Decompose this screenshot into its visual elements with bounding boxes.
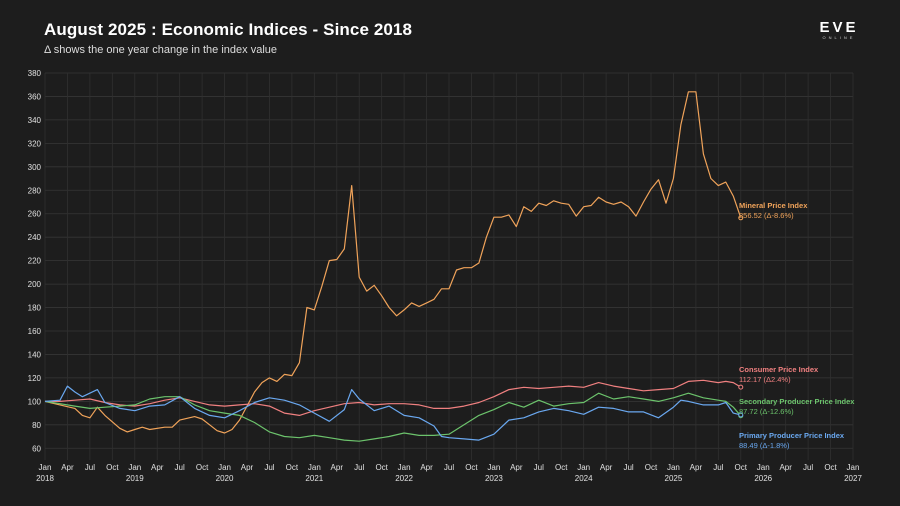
x-axis: Jan 2018 Apr Jul Oct Jan 2019 Apr Jul Oct Jan 2020 A… (36, 463, 862, 483)
x-tick-year: 2026 (754, 474, 772, 483)
x-tick-label: Jul (85, 463, 95, 472)
x-tick-label: Apr (779, 463, 792, 472)
x-tick-label: Jan (308, 463, 321, 472)
x-tick-label: Apr (690, 463, 703, 472)
x-tick-label: Jul (264, 463, 274, 472)
x-tick-year: 2023 (485, 474, 503, 483)
x-tick-label: Jan (577, 463, 590, 472)
logo-main-text: EVE (819, 19, 859, 36)
series-line-secondary-producer-price-index (44, 392, 742, 442)
series-endpoint-mineral-price-index (738, 215, 744, 221)
x-tick-year: 2027 (844, 474, 862, 483)
y-tick-label: 60 (32, 444, 41, 453)
series-value-consumer-price-index: 112.17 (Δ2.4%) (739, 375, 791, 384)
x-tick-label: Jul (534, 463, 544, 472)
x-tick-label: Jul (623, 463, 633, 472)
y-tick-label: 80 (32, 421, 41, 430)
y-axis: 60 80 100 120 140 160 180 200 220 240 260 280 300 320… (28, 69, 42, 453)
x-tick-year: 2025 (665, 474, 683, 483)
x-tick-label: Oct (645, 463, 658, 472)
eve-online-logo: EVE ONLINE (812, 20, 866, 41)
x-tick-year: 2021 (305, 474, 323, 483)
chart-title: August 2025 : Economic Indices - Since 2… (44, 20, 413, 39)
chart-subtitle: Δ shows the one year change in the index… (44, 44, 278, 56)
grid (44, 72, 854, 460)
x-tick-year: 2024 (575, 474, 593, 483)
y-tick-label: 100 (28, 397, 42, 406)
series-label-secondary-producer-price-index: Secondary Producer Price Index (739, 397, 855, 406)
x-tick-label: Oct (196, 463, 209, 472)
y-tick-label: 320 (28, 139, 42, 148)
series-label-primary-producer-price-index: Primary Producer Price Index (739, 431, 845, 440)
x-tick-label: Jan (218, 463, 231, 472)
series-line-mineral-price-index (44, 91, 742, 434)
series-line-consumer-price-index (45, 379, 742, 416)
x-tick-label: Jan (398, 463, 411, 472)
x-tick-label: Oct (465, 463, 478, 472)
x-tick-label: Jan (757, 463, 770, 472)
x-tick-year: 2018 (36, 474, 54, 483)
y-tick-label: 280 (28, 186, 42, 195)
series-line-primary-producer-price-index (44, 385, 741, 441)
x-tick-label: Jan (39, 463, 52, 472)
series-value-secondary-producer-price-index: 87.72 (Δ-12.6%) (739, 407, 794, 416)
y-tick-label: 380 (28, 69, 42, 78)
y-tick-label: 360 (28, 92, 42, 101)
y-tick-label: 220 (28, 257, 42, 266)
x-tick-label: Oct (106, 463, 119, 472)
x-tick-label: Oct (824, 463, 837, 472)
y-tick-label: 200 (28, 280, 42, 289)
x-tick-label: Apr (241, 463, 254, 472)
logo-sub-text: ONLINE (822, 35, 856, 40)
x-tick-label: Jan (128, 463, 141, 472)
x-tick-label: Oct (555, 463, 568, 472)
series-lines (44, 91, 744, 442)
x-tick-label: Apr (510, 463, 523, 472)
y-tick-label: 120 (28, 374, 42, 383)
x-tick-label: Jul (354, 463, 364, 472)
x-tick-label: Jul (803, 463, 813, 472)
series-endpoint-primary-producer-price-index (738, 412, 744, 418)
y-tick-label: 180 (28, 304, 42, 313)
x-tick-label: Apr (600, 463, 613, 472)
x-tick-label: Jan (667, 463, 680, 472)
x-tick-label: Jul (444, 463, 454, 472)
y-tick-label: 140 (28, 350, 42, 359)
y-tick-label: 240 (28, 233, 42, 242)
x-tick-label: Jul (175, 463, 185, 472)
x-tick-label: Jul (713, 463, 723, 472)
series-label-mineral-price-index: Mineral Price Index (739, 201, 808, 210)
x-tick-label: Oct (286, 463, 299, 472)
x-tick-label: Jan (847, 463, 860, 472)
y-tick-label: 340 (28, 116, 42, 125)
x-tick-label: Jan (487, 463, 500, 472)
x-tick-year: 2020 (216, 474, 234, 483)
series-value-primary-producer-price-index: 88.49 (Δ-1.8%) (739, 441, 790, 450)
x-tick-label: Oct (375, 463, 388, 472)
series-label-consumer-price-index: Consumer Price Index (739, 365, 819, 374)
y-tick-label: 300 (28, 163, 42, 172)
series-value-mineral-price-index: 256.52 (Δ-8.6%) (739, 211, 794, 220)
x-tick-label: Apr (61, 463, 74, 472)
x-tick-label: Oct (735, 463, 748, 472)
y-tick-label: 260 (28, 210, 42, 219)
x-tick-label: Apr (151, 463, 164, 472)
x-tick-year: 2019 (126, 474, 144, 483)
y-tick-label: 160 (28, 327, 42, 336)
x-tick-label: Apr (420, 463, 433, 472)
x-tick-label: Apr (331, 463, 344, 472)
series-endpoint-consumer-price-index (738, 384, 744, 390)
x-tick-year: 2022 (395, 474, 413, 483)
